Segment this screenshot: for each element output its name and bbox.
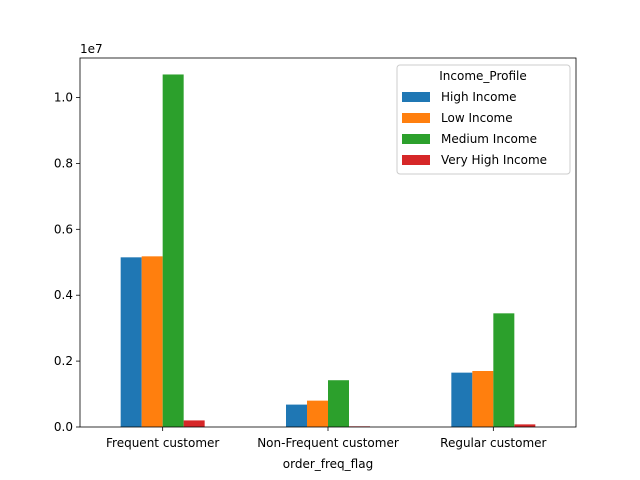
- x-tick-label: Frequent customer: [106, 436, 219, 450]
- legend: Income_Profile High Income Low Income Medi…: [396, 64, 571, 175]
- legend-box: [396, 64, 571, 175]
- bar-medium-income-1: [328, 380, 349, 427]
- bar-low-income-1: [307, 400, 328, 427]
- legend-swatch: [402, 113, 430, 123]
- y-tick-label: 0.0: [54, 420, 73, 434]
- y-tick-label: 0.6: [54, 222, 73, 236]
- x-tick-label: Non-Frequent customer: [257, 436, 399, 450]
- legend-swatch: [402, 92, 430, 102]
- legend-label: High Income: [441, 90, 517, 104]
- bar-medium-income-2: [493, 313, 515, 427]
- y-tick-label: 0.4: [54, 288, 73, 302]
- bar-medium-income-0: [162, 74, 184, 428]
- legend-label: Very High Income: [441, 153, 547, 167]
- axes-layer: 0.0 0.2 0.4 0.6 0.8 1.0 Frequent customer Non-F…: [54, 57, 577, 450]
- bar-high-income-0: [120, 257, 142, 427]
- x-axis-label: order_freq_flag: [283, 457, 373, 471]
- bar-very-high-income-2: [514, 424, 536, 427]
- bar-high-income-2: [451, 372, 473, 427]
- x-tick-label: Regular customer: [440, 436, 546, 450]
- legend-swatch: [402, 134, 430, 144]
- bar-high-income-1: [286, 404, 307, 427]
- legend-swatch: [402, 155, 430, 165]
- bar-low-income-0: [141, 256, 163, 427]
- y-tick-label: 0.8: [54, 156, 73, 170]
- legend-label: Low Income: [441, 111, 513, 125]
- bar-low-income-2: [472, 370, 494, 427]
- y-tick-label: 1.0: [54, 91, 73, 105]
- bars-layer: [120, 74, 536, 428]
- legend-title: Income_Profile: [439, 69, 526, 83]
- bar-very-high-income-0: [183, 420, 205, 427]
- y-scale-label: 1e7: [80, 42, 103, 56]
- y-tick-label: 0.2: [54, 354, 73, 368]
- legend-label: Medium Income: [441, 132, 537, 146]
